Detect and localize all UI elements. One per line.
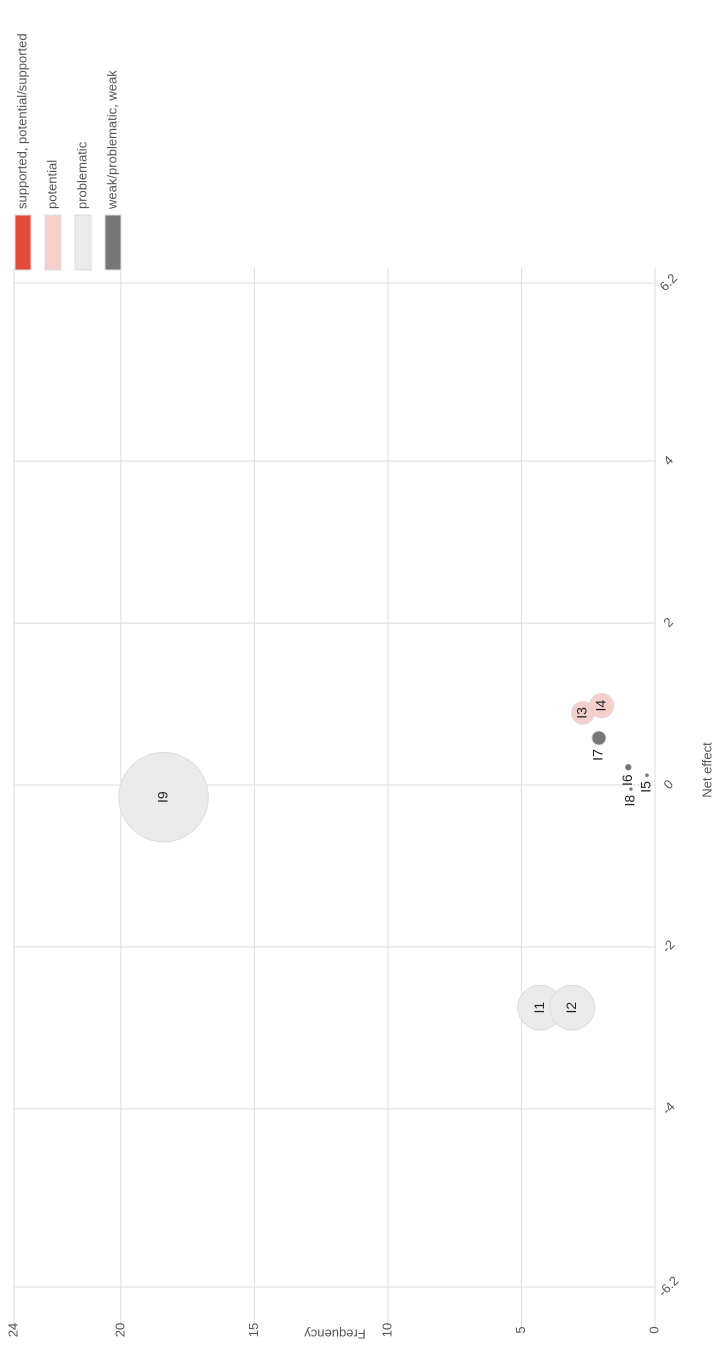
legend-label: weak/problematic, weak [104, 70, 119, 210]
x-tick-label: 4 [660, 453, 676, 469]
point-label: I5 [638, 781, 654, 793]
bubble [591, 730, 607, 746]
legend-swatch [104, 214, 122, 271]
point-label: I9 [154, 791, 170, 803]
x-tick-label: -2 [659, 937, 678, 956]
point-label: I8 [622, 795, 638, 807]
point-label: I6 [619, 774, 635, 786]
y-tick-label: 15 [246, 1323, 261, 1337]
legend-label: potential [44, 160, 59, 209]
point-label: I4 [592, 700, 608, 712]
legend-label: problematic [74, 141, 89, 209]
bubble [588, 692, 615, 719]
bubble [629, 787, 633, 791]
point-label: I7 [590, 749, 606, 761]
legend-swatch [74, 214, 92, 271]
legend-swatch [44, 214, 62, 271]
x-axis-label: Net effect [699, 742, 714, 798]
plot-frame: Net effect Frequency -6.2-4-20246.205101… [5, 33, 714, 1341]
bubble [549, 984, 596, 1031]
bubble [118, 751, 209, 843]
point-label: I2 [563, 1002, 579, 1014]
bubble [625, 764, 632, 771]
y-tick-label: 5 [513, 1326, 528, 1333]
legend-label: supported, potential/supported [14, 33, 29, 209]
y-tick-label: 24 [5, 1323, 20, 1337]
legend-swatch [14, 214, 32, 271]
y-tick-label: 20 [112, 1323, 127, 1337]
x-tick-label: 2 [660, 614, 676, 630]
x-tick-label: -6.2 [655, 1273, 681, 1299]
x-tick-label: -4 [659, 1099, 678, 1118]
y-tick-label: 0 [646, 1326, 661, 1333]
point-label: I1 [531, 1002, 547, 1014]
bubble [645, 773, 649, 778]
x-tick-label: 6.2 [657, 271, 680, 294]
x-tick-label: 0 [660, 776, 676, 792]
point-label: I3 [574, 707, 590, 719]
y-axis-label: Frequency [304, 1327, 366, 1342]
y-tick-label: 10 [379, 1323, 394, 1337]
